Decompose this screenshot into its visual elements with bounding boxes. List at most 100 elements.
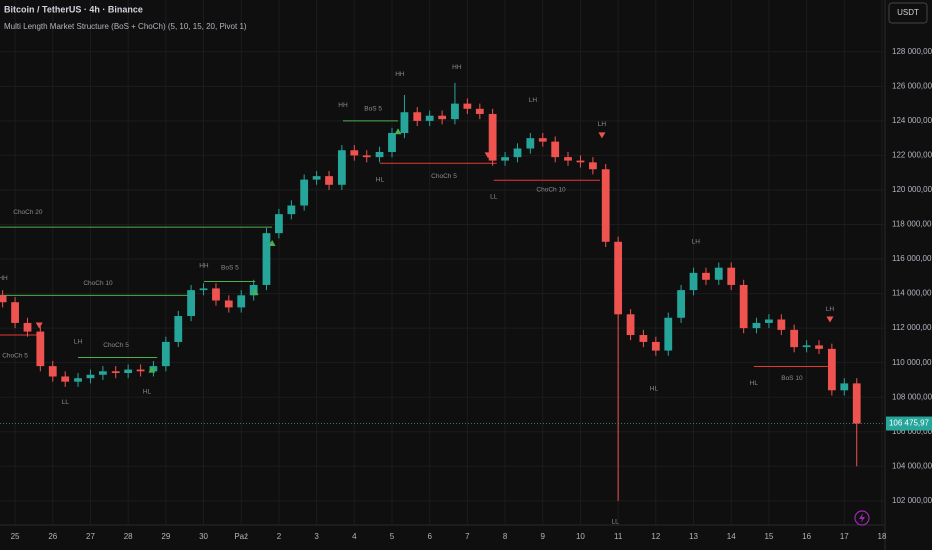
y-tick-label: 116 000,00 — [892, 254, 932, 263]
candle-body — [36, 331, 45, 367]
candle-body — [790, 329, 799, 348]
annotation: LL — [490, 194, 498, 201]
x-tick-label: 28 — [124, 532, 133, 541]
candle-body — [639, 335, 648, 342]
candle-body — [11, 302, 19, 323]
candle-body — [350, 150, 359, 156]
annotation: HH — [199, 263, 209, 270]
candle-body — [802, 345, 811, 348]
candle-body — [626, 314, 635, 336]
annotation: LL — [62, 399, 70, 406]
candle-body — [588, 162, 597, 170]
x-tick-label: 27 — [86, 532, 95, 541]
y-tick-label: 126 000,00 — [892, 81, 932, 90]
y-tick-label: 114 000,00 — [892, 289, 932, 298]
annotation: HH — [0, 275, 8, 282]
alert-icon-bolt — [859, 513, 865, 523]
annotation: LH — [74, 339, 83, 346]
y-tick-label: 104 000,00 — [892, 461, 932, 470]
candle-body — [651, 341, 660, 351]
candle-body — [136, 369, 145, 372]
annotation: LH — [692, 238, 701, 245]
y-tick-label: 112 000,00 — [892, 323, 932, 332]
candle-body — [212, 288, 220, 301]
signal-up — [268, 239, 276, 246]
candle-body — [601, 169, 610, 242]
alert-icon[interactable] — [854, 510, 870, 526]
y-tick-label: 122 000,00 — [892, 151, 932, 160]
candle-body — [400, 112, 409, 133]
candle-body — [664, 317, 673, 351]
candle-body — [388, 132, 396, 152]
signal-down — [484, 152, 492, 159]
x-tick-label: 8 — [503, 532, 508, 541]
candle-body — [23, 322, 32, 332]
candle-body — [237, 295, 246, 308]
candle-body — [287, 205, 296, 215]
axes: 102 000,00 104 000,00 106 000,00 108 000,00… — [11, 47, 932, 541]
candle-body — [765, 319, 773, 323]
candle-body — [86, 374, 95, 379]
candle-body — [513, 148, 522, 158]
candle-body — [262, 233, 271, 285]
candle-body — [526, 138, 535, 149]
candle-body — [501, 157, 509, 161]
annotation: LH — [529, 97, 538, 104]
candle-body — [149, 366, 158, 372]
candle-body — [677, 290, 685, 318]
candle-body — [362, 155, 371, 158]
y-tick-label: 120 000,00 — [892, 185, 932, 194]
x-tick-label: 29 — [161, 532, 170, 541]
annotation: HH — [338, 102, 348, 109]
x-tick-label: 3 — [314, 532, 319, 541]
annotation: ChoCh 10 — [536, 187, 566, 194]
annotation: ChoCh 5 — [431, 173, 457, 180]
candle-body — [161, 341, 170, 367]
candle-body — [337, 150, 346, 185]
candle-body — [111, 371, 120, 374]
candle-body — [564, 157, 572, 161]
signal-up — [394, 128, 402, 135]
y-tick-label: 128 000,00 — [892, 47, 932, 56]
x-tick-label: 12 — [651, 532, 660, 541]
candle-body — [99, 371, 107, 375]
last-price-tag — [886, 416, 932, 431]
annotation: LH — [826, 306, 835, 313]
candle-body — [74, 378, 82, 382]
y-tick-label: 106 000,00 — [892, 427, 932, 436]
candle-body — [124, 369, 133, 374]
candle-body — [224, 300, 233, 308]
x-tick-label: 18 — [878, 532, 887, 541]
candle-body — [199, 288, 208, 291]
annotation: HH — [452, 64, 462, 71]
candle-body — [463, 103, 472, 109]
x-tick-label: 9 — [541, 532, 546, 541]
candle-body — [61, 376, 70, 382]
annotation: LL — [612, 518, 620, 525]
last-price-label: 106 475,97 — [889, 419, 930, 428]
currency-button[interactable] — [888, 2, 928, 24]
currency-button-label[interactable]: USDT — [897, 8, 919, 17]
candle-body — [425, 115, 434, 121]
annotation: ChoCh 10 — [83, 280, 113, 287]
candle-body — [475, 108, 484, 114]
signal-down — [35, 322, 43, 329]
y-tick-label: 108 000,00 — [892, 392, 932, 401]
candle-body — [438, 115, 447, 120]
candle-body — [702, 272, 710, 280]
x-tick-label: 25 — [11, 532, 20, 541]
candle-body — [249, 284, 258, 296]
x-tick-label: 10 — [576, 532, 585, 541]
x-tick-label: 2 — [277, 532, 282, 541]
annotation: ChoCh 5 — [2, 352, 28, 359]
annotation: BoS 10 — [781, 375, 803, 382]
annotation: HL — [750, 380, 759, 387]
annotation: BoS 5 — [364, 106, 382, 113]
candle-body — [840, 383, 849, 391]
x-tick-label: 5 — [390, 532, 395, 541]
signal-down — [598, 132, 606, 139]
chart-title: Bitcoin / TetherUS · 4h · Binance — [4, 4, 143, 14]
x-tick-label: Paź — [234, 532, 248, 541]
